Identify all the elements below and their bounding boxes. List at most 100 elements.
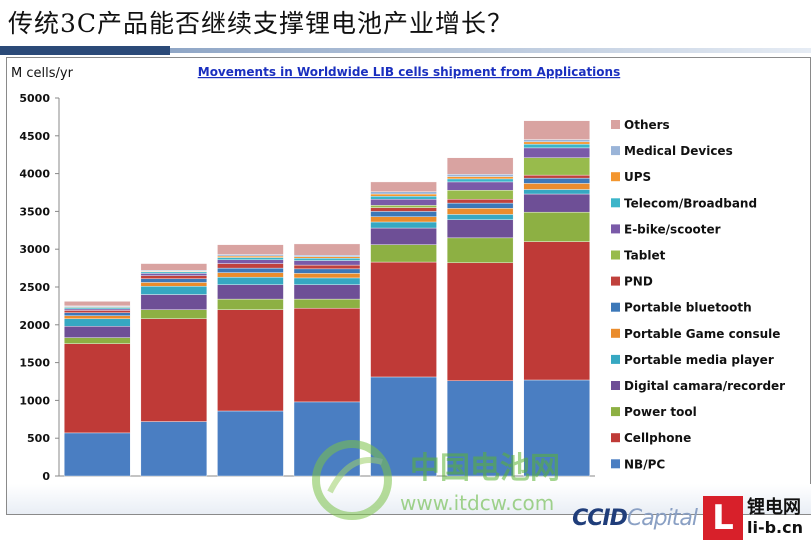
bar-segment (140, 275, 208, 279)
bar-segment (293, 307, 361, 403)
y-tick-label: 1000 (19, 394, 50, 407)
bar-stack (140, 263, 208, 477)
legend-label: Digital camara/recorder (624, 379, 785, 393)
bar-segment (523, 147, 590, 158)
bar-segment (217, 276, 284, 285)
legend-label: Power tool (624, 405, 697, 419)
bar-segment (446, 190, 514, 200)
bar-segment (293, 264, 361, 270)
li-b-logo-text: 锂电网 li-b.cn (747, 498, 803, 538)
y-tick-label: 3500 (19, 205, 50, 218)
bar-segment (370, 205, 437, 208)
bar-segment (446, 174, 514, 177)
legend-label: Cellphone (624, 431, 691, 445)
legend-swatch (611, 302, 620, 312)
li-b-logo-box: L (702, 496, 743, 540)
y-tick-label: 2500 (19, 281, 50, 294)
bar-segment (217, 254, 284, 257)
bar-segment (140, 273, 208, 276)
legend-swatch (611, 120, 620, 129)
bar-segment (523, 189, 590, 195)
title-underline-bar (0, 46, 811, 55)
bar-segment (370, 227, 437, 245)
bar-segment (446, 214, 514, 220)
bar-segment (370, 221, 437, 229)
bar-segment (446, 202, 514, 209)
legend-item: Medical Devices (611, 144, 733, 158)
bar-segment (293, 268, 361, 274)
bar-segment (370, 181, 437, 192)
bar-stack (446, 157, 514, 477)
legend-swatch (611, 172, 620, 182)
bar-segment (140, 318, 208, 422)
bar-segment (370, 216, 437, 223)
bar-segment (523, 193, 590, 213)
y-tick-label: 4000 (19, 168, 50, 181)
bar-segment (217, 259, 284, 264)
y-tick-label: 2000 (19, 319, 50, 332)
legend-item: Portable media player (611, 353, 774, 367)
bar-segment (217, 309, 284, 412)
bar-segment (140, 271, 208, 274)
legend-swatch (611, 328, 620, 338)
legend-label: Tablet (624, 249, 666, 263)
watermark-url-text: www.itdcw.com (400, 491, 554, 515)
bar-segment (523, 241, 590, 381)
bar-segment (523, 379, 590, 477)
bar-segment (64, 310, 131, 313)
bar-segment (64, 301, 131, 307)
legend-item: Digital camara/recorder (611, 379, 785, 393)
legend-swatch (611, 146, 620, 156)
legend-item: Portable Game consule (611, 327, 780, 341)
bar-segment (370, 211, 437, 217)
y-tick-label: 4500 (19, 130, 50, 143)
bar-segment (370, 199, 437, 206)
bar-segment (523, 139, 590, 143)
bar-segment (140, 309, 208, 319)
legend-swatch (611, 250, 620, 260)
legend-item: Tablet (611, 249, 666, 263)
bar-segment (217, 284, 284, 300)
bar-segment (140, 286, 208, 295)
li-b-name-cn: 锂电网 (746, 497, 801, 518)
bar-segment (523, 211, 590, 242)
bar-segment (446, 178, 514, 183)
slide-title: 传统3C产品能否继续支撑锂电池产业增长？ (8, 9, 514, 38)
chart-title: Movements in Worldwide LIB cells shipmen… (198, 65, 620, 79)
capital-text: Capital (626, 505, 698, 531)
bar-segment (370, 191, 437, 195)
legend-label: Telecom/Broadband (624, 196, 757, 210)
bar-stack (64, 301, 131, 477)
legend-label: UPS (624, 170, 651, 184)
y-tick-label: 3000 (19, 243, 50, 256)
bar-segment (293, 243, 361, 256)
y-tick-label: 1500 (19, 357, 50, 370)
legend-label: PND (624, 275, 653, 289)
legend-label: Medical Devices (624, 144, 733, 158)
legend-item: NB/PC (611, 457, 665, 471)
bar-segment (293, 273, 361, 279)
bar-segment (293, 284, 361, 300)
y-axis-unit-label: M cells/yr (11, 66, 74, 81)
watermark-logo: 中国电池网 www.itdcw.com (312, 440, 560, 520)
bar-segment (217, 255, 284, 258)
bar-segment (140, 282, 208, 287)
bar-segment (217, 257, 284, 260)
bar-segment (64, 308, 131, 311)
bar-segment (446, 199, 514, 204)
y-tick-label: 0 (42, 470, 50, 483)
bar-segment (293, 255, 361, 257)
bar-segment (523, 141, 590, 145)
legend-label: Portable media player (624, 353, 774, 367)
legend-swatch (611, 224, 620, 234)
bar-segment (370, 244, 437, 263)
bar-segment (140, 278, 208, 283)
bar-segment (217, 272, 284, 278)
bar-segment (446, 176, 514, 180)
legend-label: Portable bluetooth (624, 301, 752, 315)
bar-segment (64, 318, 131, 327)
legend-label: Others (624, 118, 670, 132)
legend-item: Power tool (611, 405, 697, 419)
legend-item: PND (611, 275, 653, 289)
bar-segment (523, 120, 590, 140)
